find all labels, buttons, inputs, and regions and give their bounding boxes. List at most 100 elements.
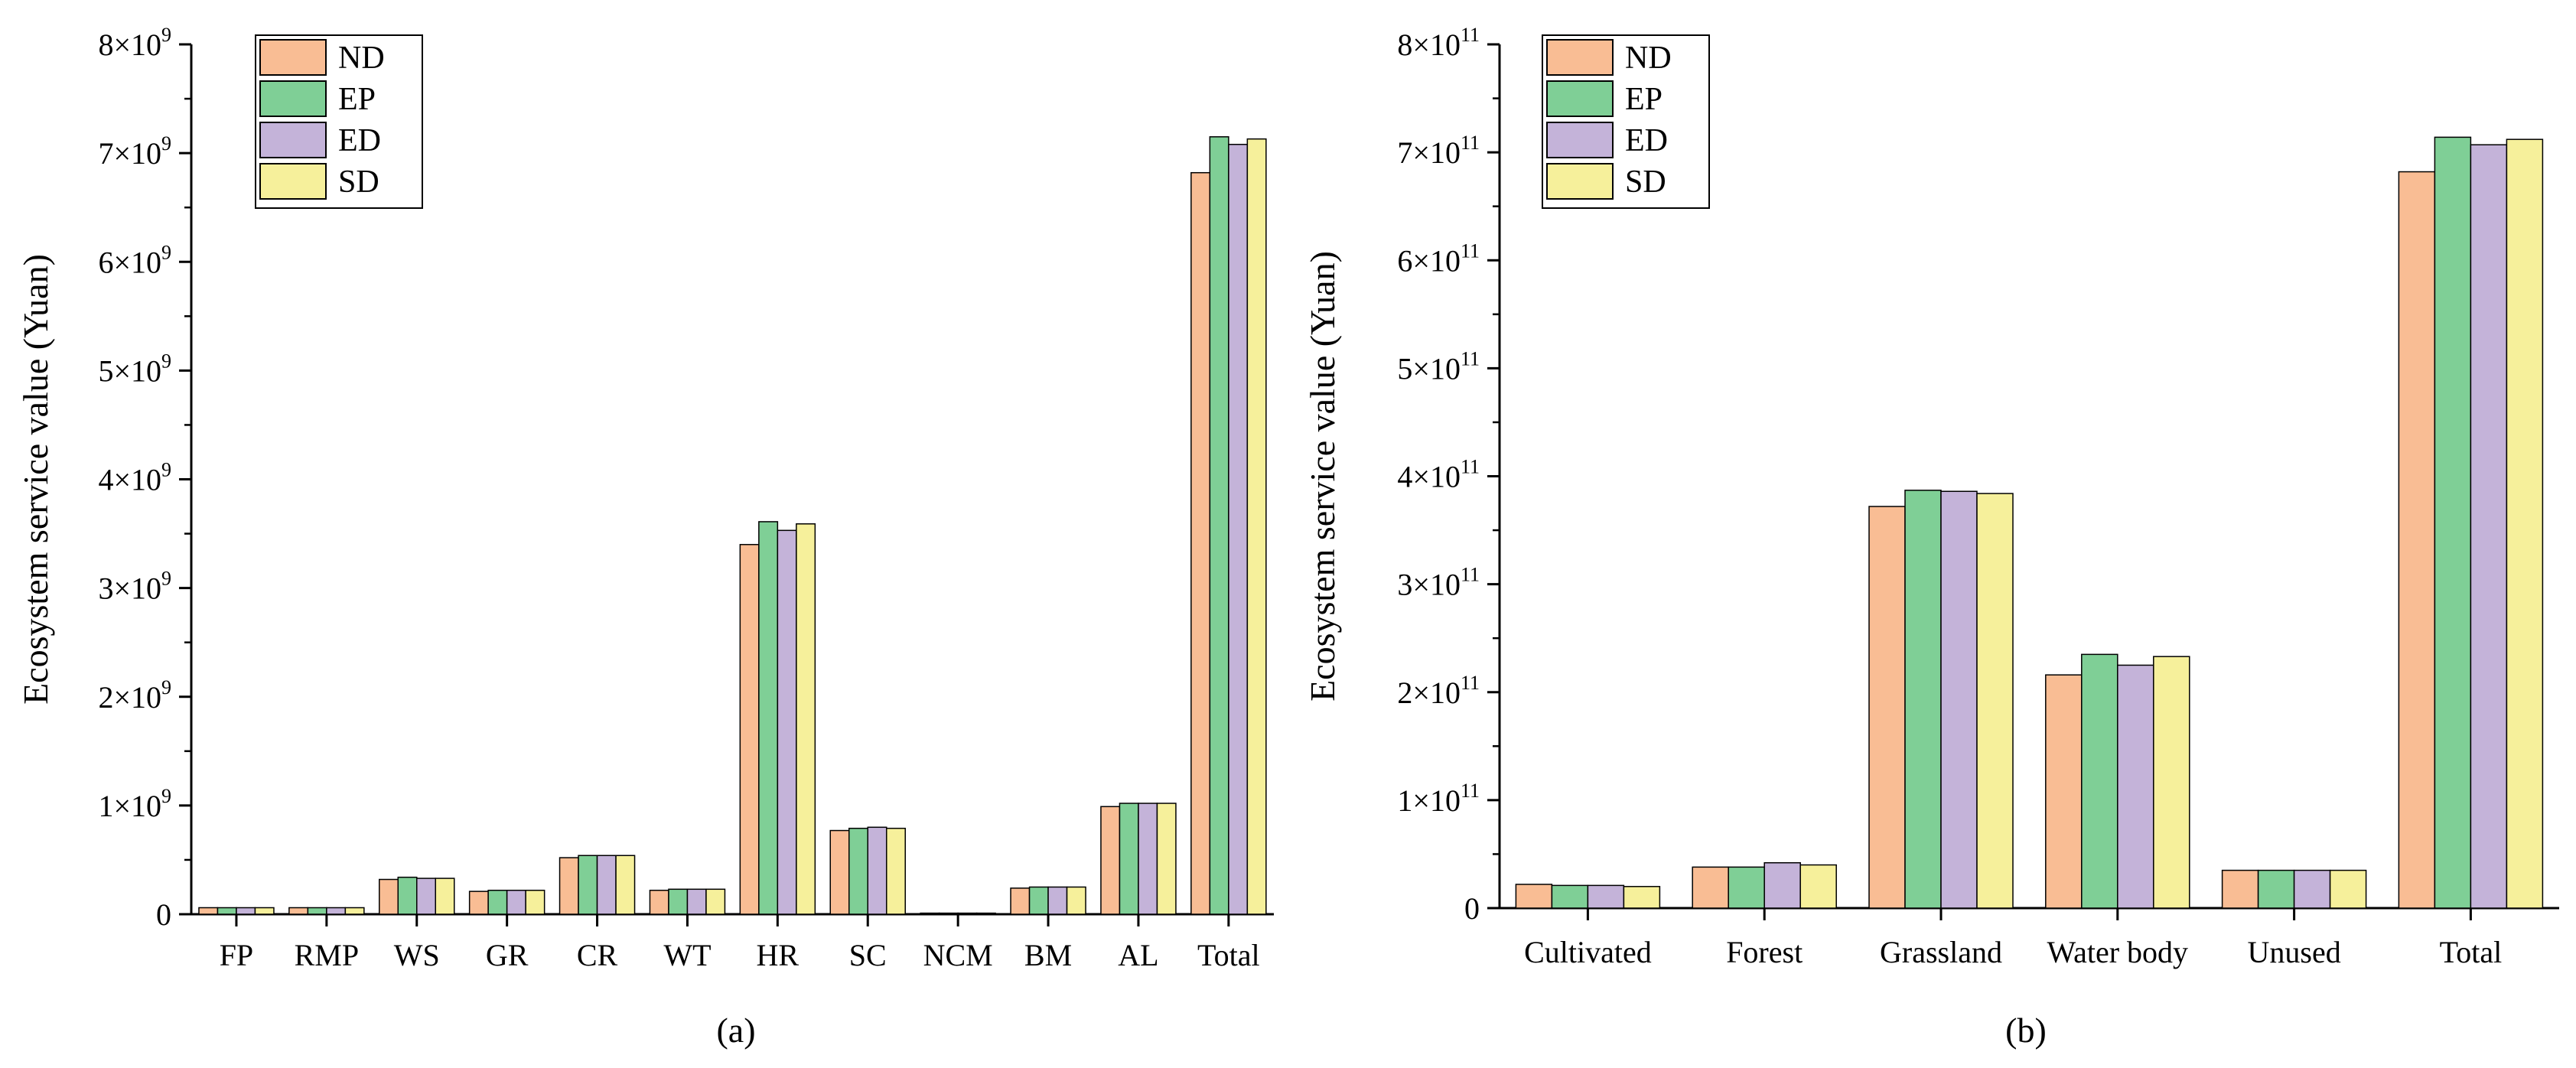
bar-sd bbox=[2153, 656, 2190, 909]
bar-nd bbox=[288, 907, 309, 915]
x-category-label: Water body bbox=[2047, 935, 2189, 969]
y-tick-mantissa: 1 bbox=[98, 789, 113, 823]
bar-nd bbox=[559, 857, 579, 915]
y-tick-times: ×10 bbox=[113, 245, 161, 279]
x-category-label: AL bbox=[1118, 938, 1158, 972]
y-tick-mantissa: 4 bbox=[98, 463, 113, 497]
bar-ed bbox=[2117, 664, 2154, 909]
y-tick-label: 3×1011 bbox=[1397, 564, 1480, 602]
x-category-label: HR bbox=[757, 938, 800, 972]
y-tick-times: ×10 bbox=[113, 28, 161, 62]
y-tick-mantissa: 2 bbox=[98, 680, 113, 715]
bar-sd bbox=[525, 889, 545, 915]
y-tick-label: 8×1011 bbox=[1397, 24, 1480, 62]
x-category-label: GR bbox=[486, 938, 529, 972]
bar-ep bbox=[938, 912, 959, 915]
y-tick-exponent: 9 bbox=[161, 24, 171, 46]
legend-label-ep: EP bbox=[338, 82, 376, 117]
bar-sd bbox=[615, 855, 636, 915]
bar-ep bbox=[217, 907, 237, 915]
y-tick-label: 5×1011 bbox=[1397, 347, 1480, 386]
legend: ND EP ED SD bbox=[1542, 34, 1710, 209]
bar-nd bbox=[739, 544, 760, 915]
bar-nd bbox=[1868, 506, 1906, 909]
y-tick-label: 0 bbox=[1464, 891, 1480, 926]
bar-ed bbox=[1587, 884, 1625, 909]
y-tick-exponent: 11 bbox=[1461, 132, 1480, 154]
bar-nd bbox=[1010, 887, 1031, 915]
y-tick-label: 0 bbox=[156, 897, 171, 932]
y-tick-exponent: 9 bbox=[161, 568, 171, 590]
x-category-label: SC bbox=[849, 938, 887, 972]
y-axis-title: Ecosystem service value (Yuan) bbox=[16, 254, 55, 705]
y-tick-label: 7×109 bbox=[98, 132, 171, 171]
bar-ep bbox=[758, 521, 779, 915]
bar-nd bbox=[2045, 674, 2083, 909]
bar-ed bbox=[686, 888, 707, 915]
y-tick-label: 2×109 bbox=[98, 676, 171, 715]
y-tick-times: ×10 bbox=[1412, 135, 1461, 170]
y-tick-times: ×10 bbox=[113, 571, 161, 606]
bar-ed bbox=[416, 878, 436, 915]
x-category-label: Cultivated bbox=[1524, 935, 1652, 969]
chart-panel-b: 0 1×1011 2×1011 3×1011 4×1011 5×1011 6×1011 7×1… bbox=[1288, 0, 2576, 1068]
y-tick-mantissa: 4 bbox=[1397, 460, 1412, 494]
chart-panel-a: 0 1×109 2×109 3×109 4×109 5×109 6×109 7×109 8×10… bbox=[16, 24, 1274, 1050]
y-tick-exponent: 9 bbox=[161, 132, 171, 155]
y-tick-label: 3×109 bbox=[98, 568, 171, 606]
y-tick-label: 6×109 bbox=[98, 241, 171, 279]
y-tick-exponent: 11 bbox=[1461, 239, 1480, 262]
legend-swatch-sd bbox=[259, 163, 327, 200]
bar-sd bbox=[1156, 803, 1177, 915]
y-tick-times: ×10 bbox=[1412, 28, 1461, 62]
bar-ep bbox=[1551, 884, 1589, 909]
x-category-label: CR bbox=[577, 938, 618, 972]
y-tick-mantissa: 7 bbox=[1397, 135, 1412, 170]
y-tick-exponent: 11 bbox=[1461, 347, 1480, 370]
bar-ed bbox=[506, 889, 526, 915]
y-tick-value: 0 bbox=[156, 897, 171, 932]
bar-ep bbox=[487, 889, 508, 915]
x-category-label: Unused bbox=[2247, 935, 2340, 969]
y-tick-times: ×10 bbox=[1412, 568, 1461, 602]
bar-ed bbox=[867, 826, 887, 915]
bar-ep bbox=[1209, 136, 1229, 915]
legend-swatch-nd bbox=[1546, 39, 1614, 76]
y-tick-label: 4×109 bbox=[98, 459, 171, 497]
legend-swatch-ep bbox=[259, 80, 327, 117]
bar-ed bbox=[2470, 144, 2508, 909]
chart-a-svg: 01×1092×1093×1094×1095×1096×1097×1098×10… bbox=[16, 24, 1274, 1050]
legend: ND EP ED SD bbox=[255, 34, 423, 209]
legend-swatch-sd bbox=[1546, 163, 1614, 200]
y-tick-mantissa: 8 bbox=[98, 28, 113, 62]
bar-ep bbox=[1904, 490, 1942, 909]
x-category-label: FP bbox=[220, 938, 254, 972]
y-tick-label: 6×1011 bbox=[1397, 239, 1480, 278]
legend-label-sd: SD bbox=[338, 164, 379, 200]
bar-ep bbox=[307, 907, 327, 915]
y-tick-label: 1×109 bbox=[98, 785, 171, 823]
bar-sd bbox=[254, 907, 275, 915]
x-category-label: WS bbox=[394, 938, 440, 972]
bar-ep bbox=[668, 888, 689, 915]
bar-ep bbox=[1028, 886, 1049, 915]
bar-ep bbox=[397, 876, 418, 915]
x-category-label: Total bbox=[2440, 935, 2503, 969]
legend-swatch-nd bbox=[259, 39, 327, 76]
y-tick-times: ×10 bbox=[113, 353, 161, 388]
legend-label-ed: ED bbox=[338, 123, 381, 158]
bar-ed bbox=[596, 855, 617, 915]
bar-sd bbox=[2506, 138, 2544, 909]
bar-nd bbox=[920, 912, 940, 915]
bar-ed bbox=[236, 907, 256, 915]
bar-ep bbox=[578, 855, 598, 915]
bar-ed bbox=[1047, 886, 1068, 915]
y-tick-exponent: 9 bbox=[161, 350, 171, 372]
bar-nd bbox=[2398, 171, 2436, 909]
x-category-label: Total bbox=[1197, 938, 1260, 972]
bar-nd bbox=[1515, 884, 1553, 909]
bar-ep bbox=[2434, 136, 2472, 909]
bar-sd bbox=[435, 878, 455, 915]
bar-nd bbox=[379, 878, 399, 915]
y-tick-mantissa: 7 bbox=[98, 136, 113, 171]
